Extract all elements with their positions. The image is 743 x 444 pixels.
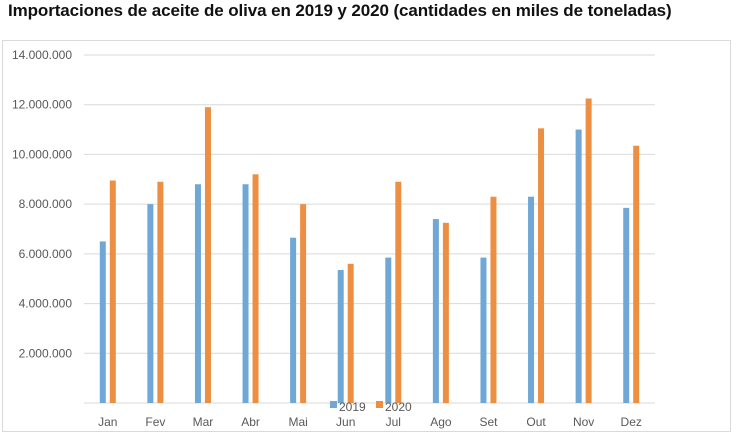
- x-tick-label: Mai: [288, 415, 307, 429]
- bar-2019-fev: [147, 204, 154, 403]
- bar-2020-jun: [347, 263, 354, 403]
- x-tick-label: Dez: [621, 415, 642, 429]
- bar-2020-jan: [109, 180, 116, 403]
- bar-2019-abr: [242, 184, 249, 403]
- x-tick-label: Jun: [336, 415, 355, 429]
- bar-2020-jul: [395, 181, 402, 403]
- x-tick-label: Jul: [386, 415, 401, 429]
- y-tick-label: 8.000.000: [19, 197, 73, 211]
- y-tick-label: 12.000.000: [12, 98, 72, 112]
- x-tick-label: Set: [479, 415, 498, 429]
- bar-2019-mai: [290, 237, 297, 403]
- x-tick-label: Mar: [193, 415, 214, 429]
- chart-title: Importaciones de aceite de oliva en 2019…: [8, 1, 672, 20]
- bar-2020-ago: [442, 222, 449, 403]
- bar-2019-nov: [575, 129, 582, 404]
- x-tick-label: Abr: [241, 415, 260, 429]
- bar-2020-set: [490, 196, 497, 403]
- bar-2020-out: [538, 128, 545, 404]
- bar-2019-jan: [99, 241, 106, 403]
- bar-2019-mar: [194, 184, 201, 403]
- y-tick-label: 14.000.000: [12, 48, 72, 62]
- bar-2019-dez: [623, 207, 630, 403]
- legend-swatch-2020: [376, 401, 383, 408]
- chart-frame: [2, 40, 731, 432]
- x-tick-label: Out: [526, 415, 546, 429]
- legend-label-2019: 2019: [339, 400, 366, 414]
- bar-2020-mai: [300, 204, 307, 403]
- bar-2020-abr: [252, 174, 259, 403]
- bar-2019-jul: [385, 257, 392, 403]
- x-tick-label: Ago: [430, 415, 452, 429]
- bar-2019-set: [480, 257, 487, 403]
- bar-2019-ago: [432, 219, 439, 403]
- y-tick-label: 2.000.000: [19, 346, 73, 360]
- bar-2020-dez: [633, 145, 640, 403]
- y-tick-label: 4.000.000: [19, 297, 73, 311]
- bar-2020-mar: [204, 107, 211, 403]
- x-tick-label: Fev: [145, 415, 165, 429]
- bar-2020-fev: [157, 181, 164, 403]
- bar-2019-out: [528, 196, 535, 403]
- y-tick-label: 10.000.000: [12, 147, 72, 161]
- y-tick-label: 6.000.000: [19, 247, 73, 261]
- x-tick-label: Jan: [98, 415, 117, 429]
- legend-label-2020: 2020: [385, 400, 412, 414]
- bar-2019-jun: [337, 270, 344, 403]
- legend-swatch-2019: [330, 401, 337, 408]
- bar-2020-nov: [585, 98, 592, 403]
- x-tick-label: Nov: [573, 415, 594, 429]
